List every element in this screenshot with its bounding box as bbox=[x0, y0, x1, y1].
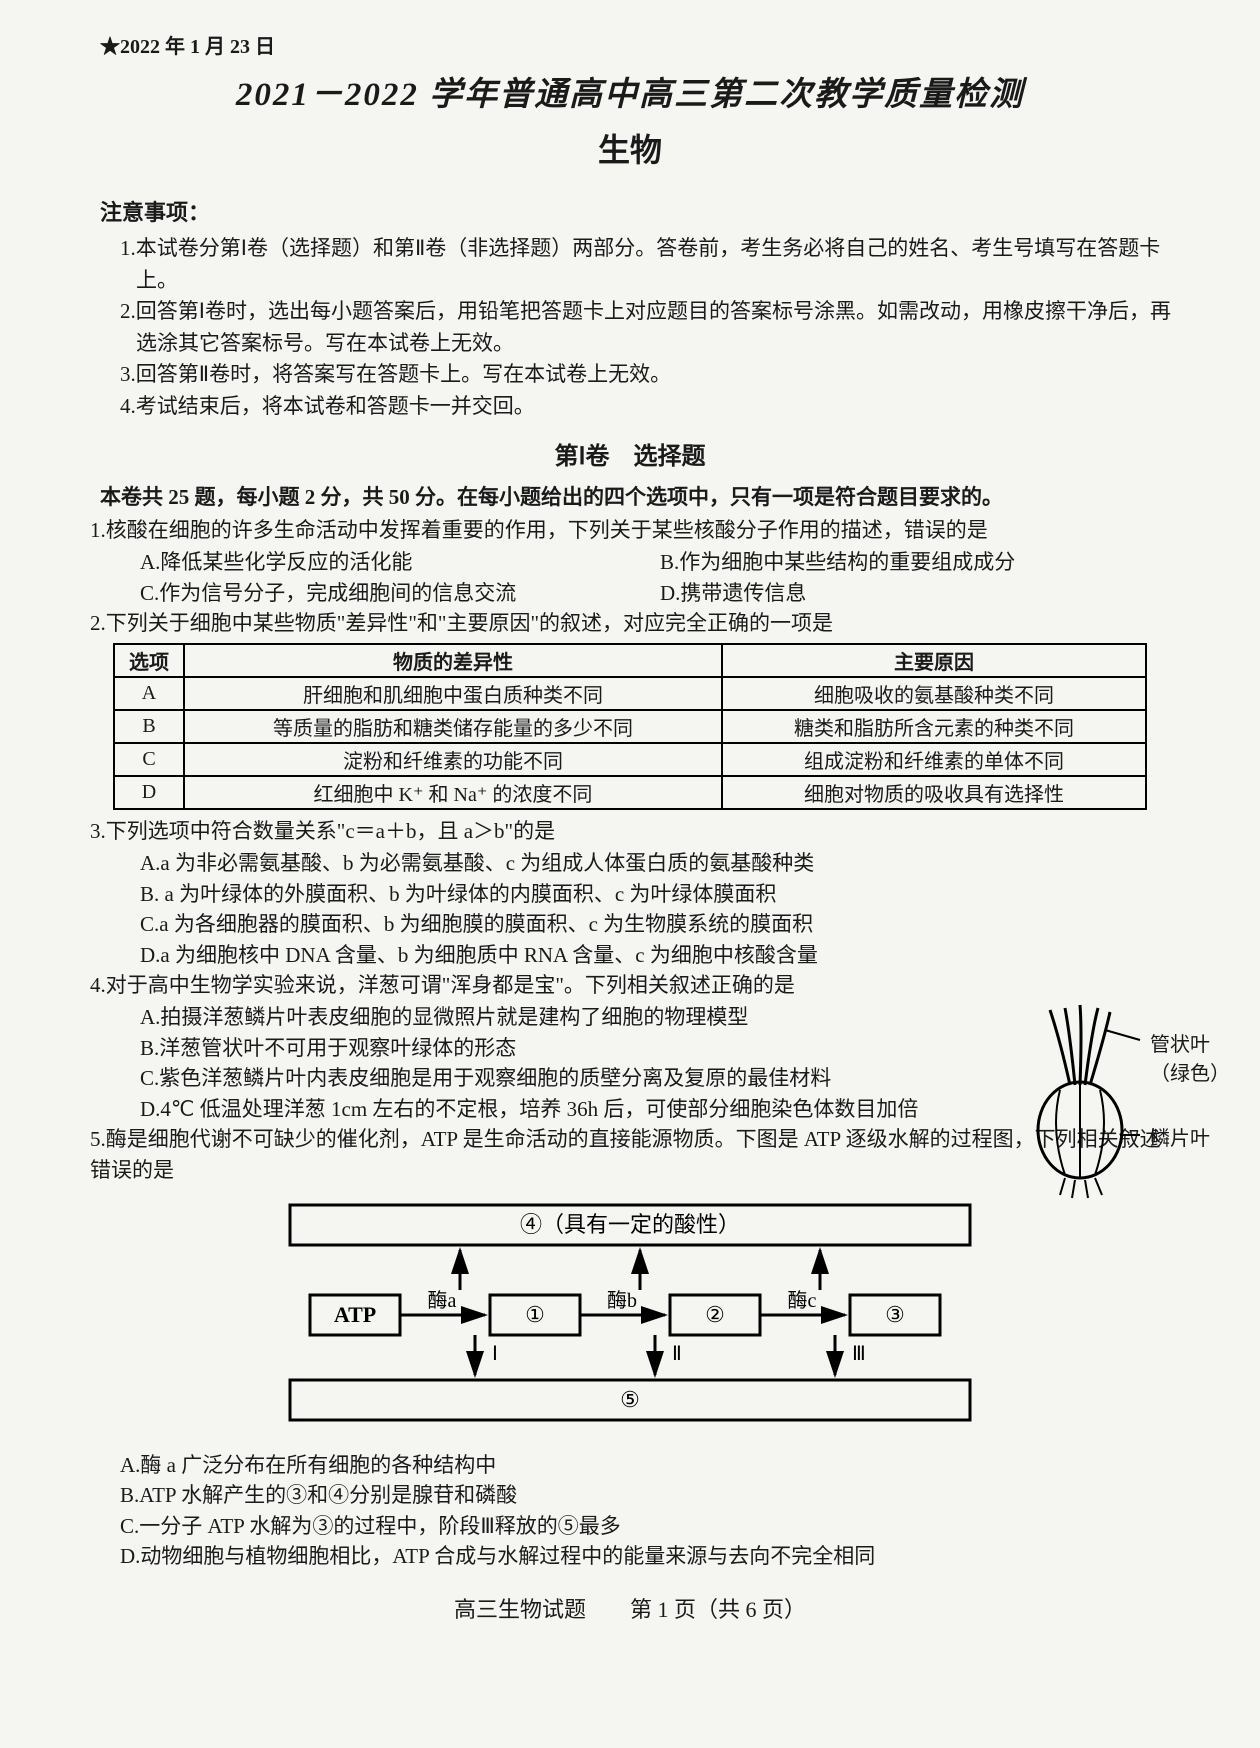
q5-opt-d: D.动物细胞与植物细胞相比，ATP 合成与水解过程中的能量来源与去向不完全相同 bbox=[120, 1541, 1180, 1571]
q1-opt-b: B.作为细胞中某些结构的重要组成成分 bbox=[660, 547, 1180, 577]
atp-bottom-label: ⑤ bbox=[620, 1387, 640, 1412]
th-option: 选项 bbox=[114, 644, 184, 677]
atp-box-2: ② bbox=[705, 1302, 725, 1327]
table-row: D 红细胞中 K⁺ 和 Na⁺ 的浓度不同 细胞对物质的吸收具有选择性 bbox=[114, 776, 1146, 809]
cell: 细胞对物质的吸收具有选择性 bbox=[722, 776, 1146, 809]
q2-stem: 2.下列关于细胞中某些物质"差异性"和"主要原因"的叙述，对应完全正确的一项是 bbox=[90, 608, 1180, 638]
q2-table: 选项 物质的差异性 主要原因 A 肝细胞和肌细胞中蛋白质种类不同 细胞吸收的氨基… bbox=[113, 643, 1147, 810]
q3-stem: 3.下列选项中符合数量关系"c＝a＋b，且 a＞b"的是 bbox=[90, 816, 1180, 846]
exam-date: ★2022 年 1 月 23 日 bbox=[100, 30, 1180, 59]
q5-opt-b: B.ATP 水解产生的③和④分别是腺苷和磷酸 bbox=[120, 1480, 1180, 1510]
cell: 淀粉和纤维素的功能不同 bbox=[184, 743, 722, 776]
q4-stem: 4.对于高中生物学实验来说，洋葱可谓"浑身都是宝"。下列相关叙述正确的是 bbox=[90, 970, 1180, 1000]
onion-label-scale: 鳞片叶 bbox=[1150, 1122, 1210, 1151]
q3-opt-d: D.a 为细胞核中 DNA 含量、b 为细胞质中 RNA 含量、c 为细胞中核酸… bbox=[140, 940, 1180, 970]
cell: 肝细胞和肌细胞中蛋白质种类不同 bbox=[184, 677, 722, 710]
cell: 红细胞中 K⁺ 和 Na⁺ 的浓度不同 bbox=[184, 776, 722, 809]
cell: D bbox=[114, 776, 184, 809]
main-title: 2021－2022 学年普通高中高三第二次教学质量检测 bbox=[80, 67, 1180, 115]
cell: B bbox=[114, 710, 184, 743]
cell: A bbox=[114, 677, 184, 710]
onion-illustration: 管状叶（绿色） 鳞片叶 bbox=[1010, 1000, 1230, 1205]
cell: 糖类和脂肪所含元素的种类不同 bbox=[722, 710, 1146, 743]
stage-1: Ⅰ bbox=[492, 1343, 498, 1365]
atp-box-0: ATP bbox=[334, 1302, 376, 1327]
cell: 等质量的脂肪和糖类储存能量的多少不同 bbox=[184, 710, 722, 743]
onion-label-tube: 管状叶（绿色） bbox=[1150, 1028, 1230, 1086]
section-1-intro: 本卷共 25 题，每小题 2 分，共 50 分。在每小题给出的四个选项中，只有一… bbox=[100, 481, 1180, 511]
subject-title: 生物 bbox=[80, 125, 1180, 171]
stage-3: Ⅲ bbox=[852, 1343, 866, 1365]
page-footer: 高三生物试题 第 1 页（共 6 页） bbox=[80, 1592, 1180, 1624]
q3-opt-a: A.a 为非必需氨基酸、b 为必需氨基酸、c 为组成人体蛋白质的氨基酸种类 bbox=[140, 848, 1180, 878]
atp-diagram: ④（具有一定的酸性） ⑤ ATP ① ② ③ 酶a 酶b 酶c bbox=[260, 1195, 1000, 1440]
table-row: B 等质量的脂肪和糖类储存能量的多少不同 糖类和脂肪所含元素的种类不同 bbox=[114, 710, 1146, 743]
notice-2: 2.回答第Ⅰ卷时，选出每小题答案后，用铅笔把答题卡上对应题目的答案标号涂黑。如需… bbox=[120, 296, 1180, 359]
th-diff: 物质的差异性 bbox=[184, 644, 722, 677]
enzyme-c: 酶c bbox=[788, 1289, 817, 1312]
q1-opt-d: D.携带遗传信息 bbox=[660, 578, 1180, 608]
stage-2: Ⅱ bbox=[672, 1343, 682, 1365]
q1-opt-a: A.降低某些化学反应的活化能 bbox=[140, 547, 660, 577]
section-1-title: 第Ⅰ卷 选择题 bbox=[80, 436, 1180, 471]
notice-4: 4.考试结束后，将本试卷和答题卡一并交回。 bbox=[120, 391, 1180, 423]
notice-3: 3.回答第Ⅱ卷时，将答案写在答题卡上。写在本试卷上无效。 bbox=[120, 359, 1180, 391]
q3-opt-c: C.a 为各细胞器的膜面积、b 为细胞膜的膜面积、c 为生物膜系统的膜面积 bbox=[140, 909, 1180, 939]
table-row: C 淀粉和纤维素的功能不同 组成淀粉和纤维素的单体不同 bbox=[114, 743, 1146, 776]
atp-box-3: ③ bbox=[885, 1302, 905, 1327]
q5-opt-a: A.酶 a 广泛分布在所有细胞的各种结构中 bbox=[120, 1450, 1180, 1480]
q5-opt-c: C.一分子 ATP 水解为③的过程中，阶段Ⅲ释放的⑤最多 bbox=[120, 1511, 1180, 1541]
cell: 细胞吸收的氨基酸种类不同 bbox=[722, 677, 1146, 710]
notice-1: 1.本试卷分第Ⅰ卷（选择题）和第Ⅱ卷（非选择题）两部分。答卷前，考生务必将自己的… bbox=[120, 233, 1180, 296]
atp-box-1: ① bbox=[525, 1302, 545, 1327]
cell: C bbox=[114, 743, 184, 776]
q1-opt-c: C.作为信号分子，完成细胞间的信息交流 bbox=[140, 578, 660, 608]
table-header-row: 选项 物质的差异性 主要原因 bbox=[114, 644, 1146, 677]
enzyme-b: 酶b bbox=[607, 1289, 637, 1312]
cell: 组成淀粉和纤维素的单体不同 bbox=[722, 743, 1146, 776]
atp-top-label: ④（具有一定的酸性） bbox=[520, 1212, 740, 1237]
atp-svg: ④（具有一定的酸性） ⑤ ATP ① ② ③ 酶a 酶b 酶c bbox=[260, 1195, 1000, 1435]
th-reason: 主要原因 bbox=[722, 644, 1146, 677]
table-row: A 肝细胞和肌细胞中蛋白质种类不同 细胞吸收的氨基酸种类不同 bbox=[114, 677, 1146, 710]
enzyme-a: 酶a bbox=[428, 1289, 457, 1312]
notice-heading: 注意事项： bbox=[100, 195, 1180, 227]
q3-opt-b: B. a 为叶绿体的外膜面积、b 为叶绿体的内膜面积、c 为叶绿体膜面积 bbox=[140, 879, 1180, 909]
q1-stem: 1.核酸在细胞的许多生命活动中发挥着重要的作用，下列关于某些核酸分子作用的描述，… bbox=[90, 515, 1180, 545]
